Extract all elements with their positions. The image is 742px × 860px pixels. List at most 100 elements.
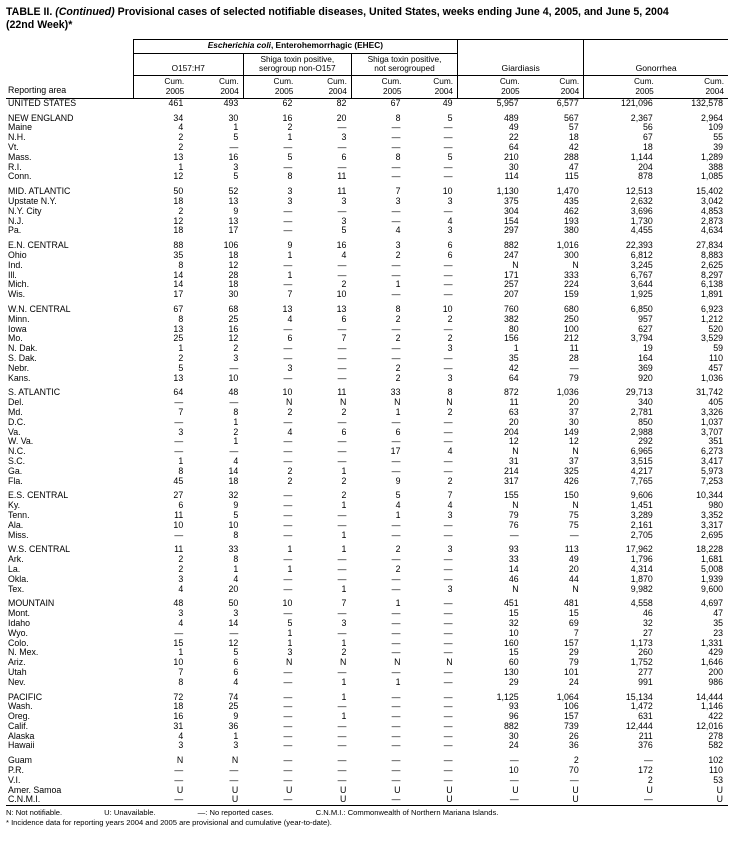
value-cell: —: [283, 216, 293, 226]
value-cell: 6: [233, 658, 239, 668]
reporting-area-cell: Del.: [8, 398, 24, 408]
value-cell: N: [572, 501, 579, 511]
value-cell: 3: [287, 187, 293, 197]
value-cell: 18: [173, 702, 184, 712]
table-row: Wash. 18 25 — — — — 93 106 1,472 1,146: [6, 702, 728, 712]
value-cell: 50: [228, 599, 239, 609]
value-cell: —: [443, 702, 453, 712]
value-cell: 627: [638, 324, 653, 334]
value-cell: 1,289: [700, 152, 723, 162]
value-cell: 8: [287, 172, 293, 182]
cum-2004-header: Cum. 2004: [188, 75, 244, 99]
value-cell: N: [176, 756, 184, 766]
value-cell: 3: [447, 584, 453, 594]
value-cell: —: [283, 555, 293, 565]
value-cell: 1: [395, 599, 401, 609]
value-cell: 3: [395, 197, 401, 207]
value-cell: 461: [168, 98, 184, 108]
value-cell: 53: [713, 775, 723, 785]
value-cell: U: [446, 795, 453, 805]
value-cell: 5: [287, 152, 293, 162]
value-cell: 5,973: [700, 466, 723, 476]
value-cell: —: [174, 398, 184, 408]
table-header: Reporting area Escherichia coli, Enteroh…: [6, 39, 728, 99]
value-cell: 3,317: [700, 520, 723, 530]
value-cell: 1: [341, 638, 347, 648]
value-cell: 2: [287, 123, 293, 133]
value-cell: 28: [228, 270, 239, 280]
value-cell: 8: [447, 388, 453, 398]
value-cell: 1,891: [700, 290, 723, 300]
value-cell: —: [443, 564, 453, 574]
title-week-line: (22nd Week)*: [6, 19, 73, 32]
value-cell: 204: [503, 427, 519, 437]
value-cell: 160: [503, 638, 519, 648]
cum-2005-header: Cum. 2005: [583, 75, 658, 99]
value-cell: —: [337, 437, 347, 447]
value-cell: 155: [503, 491, 519, 501]
table-row: Miss. — 8 — 1 — — — — 2,705 2,695: [6, 531, 728, 541]
value-cell: 10: [336, 290, 347, 300]
value-cell: —: [229, 775, 239, 785]
value-cell: —: [337, 628, 347, 638]
value-cell: 481: [564, 599, 579, 609]
value-cell: 2: [447, 407, 453, 417]
value-cell: 297: [503, 226, 519, 236]
value-cell: 4,634: [700, 226, 723, 236]
value-cell: 8: [233, 407, 239, 417]
value-cell: 17: [228, 226, 239, 236]
value-cell: 1,037: [700, 417, 723, 427]
value-cell: —: [283, 756, 293, 766]
value-cell: 4: [178, 123, 184, 133]
value-cell: 8: [178, 677, 184, 687]
value-cell: 1: [513, 344, 519, 354]
value-cell: 30: [568, 417, 579, 427]
table-row: Mont. 3 3 — — — — 15 15 46 47: [6, 609, 728, 619]
value-cell: 110: [708, 766, 723, 776]
shiga-non-o157-line2: serogroup non-O157: [259, 63, 336, 74]
value-cell: 493: [223, 98, 239, 108]
table-row: MID. ATLANTIC 50 52 3 11 7 10 1,130 1,470 12,513 1…: [6, 187, 728, 197]
reporting-area-cell: Okla.: [8, 574, 29, 584]
value-cell: 7,253: [700, 476, 723, 486]
value-cell: 13: [173, 373, 184, 383]
table-row: S.C. 1 4 — — — — 31 37 3,515 3,417: [6, 457, 728, 467]
reporting-area-cell: Fla.: [8, 476, 23, 486]
value-cell: 3,644: [630, 280, 653, 290]
value-cell: —: [509, 756, 519, 766]
value-cell: 3,326: [700, 407, 723, 417]
value-cell: 22: [508, 133, 519, 143]
table-row: Iowa 13 16 — — — — 80 100 627 520: [6, 325, 728, 335]
value-cell: N: [512, 260, 519, 270]
value-cell: 3: [341, 133, 347, 143]
value-cell: 2: [573, 756, 579, 766]
table-row: Ark. 2 8 — — — — 33 49 1,796 1,681: [6, 555, 728, 565]
table-row: Alaska 4 1 — — — — 30 26 211 278: [6, 732, 728, 742]
value-cell: U: [340, 795, 347, 805]
value-cell: U: [716, 795, 723, 805]
value-cell: —: [391, 344, 401, 354]
value-cell: —: [443, 775, 453, 785]
value-cell: —: [337, 731, 347, 741]
ehec-group-header: Escherichia coli, Enterohemorrhagic (EHE…: [132, 39, 458, 54]
value-cell: 11: [337, 388, 347, 398]
value-cell: 46: [508, 574, 519, 584]
cum-2004-header: Cum. 2004: [297, 75, 352, 99]
value-cell: 1,681: [700, 555, 723, 565]
value-cell: 2: [233, 344, 239, 354]
value-cell: —: [283, 260, 293, 270]
table-row: Conn. 12 5 8 11 — — 114 115 878 1,085: [6, 172, 728, 182]
value-cell: 1: [178, 648, 184, 658]
value-cell: 405: [708, 398, 723, 408]
value-cell: 25: [228, 314, 239, 324]
value-cell: 79: [568, 373, 579, 383]
value-cell: —: [443, 712, 453, 722]
value-cell: —: [391, 143, 401, 153]
value-cell: —: [443, 555, 453, 565]
table-row: W.N. CENTRAL 67 68 13 13 8 10 760 680 6,850 6,923: [6, 305, 728, 315]
value-cell: 3: [287, 648, 293, 658]
value-cell: —: [337, 702, 347, 712]
value-cell: U: [716, 785, 723, 795]
value-cell: 14: [173, 270, 184, 280]
value-cell: 4: [233, 456, 239, 466]
